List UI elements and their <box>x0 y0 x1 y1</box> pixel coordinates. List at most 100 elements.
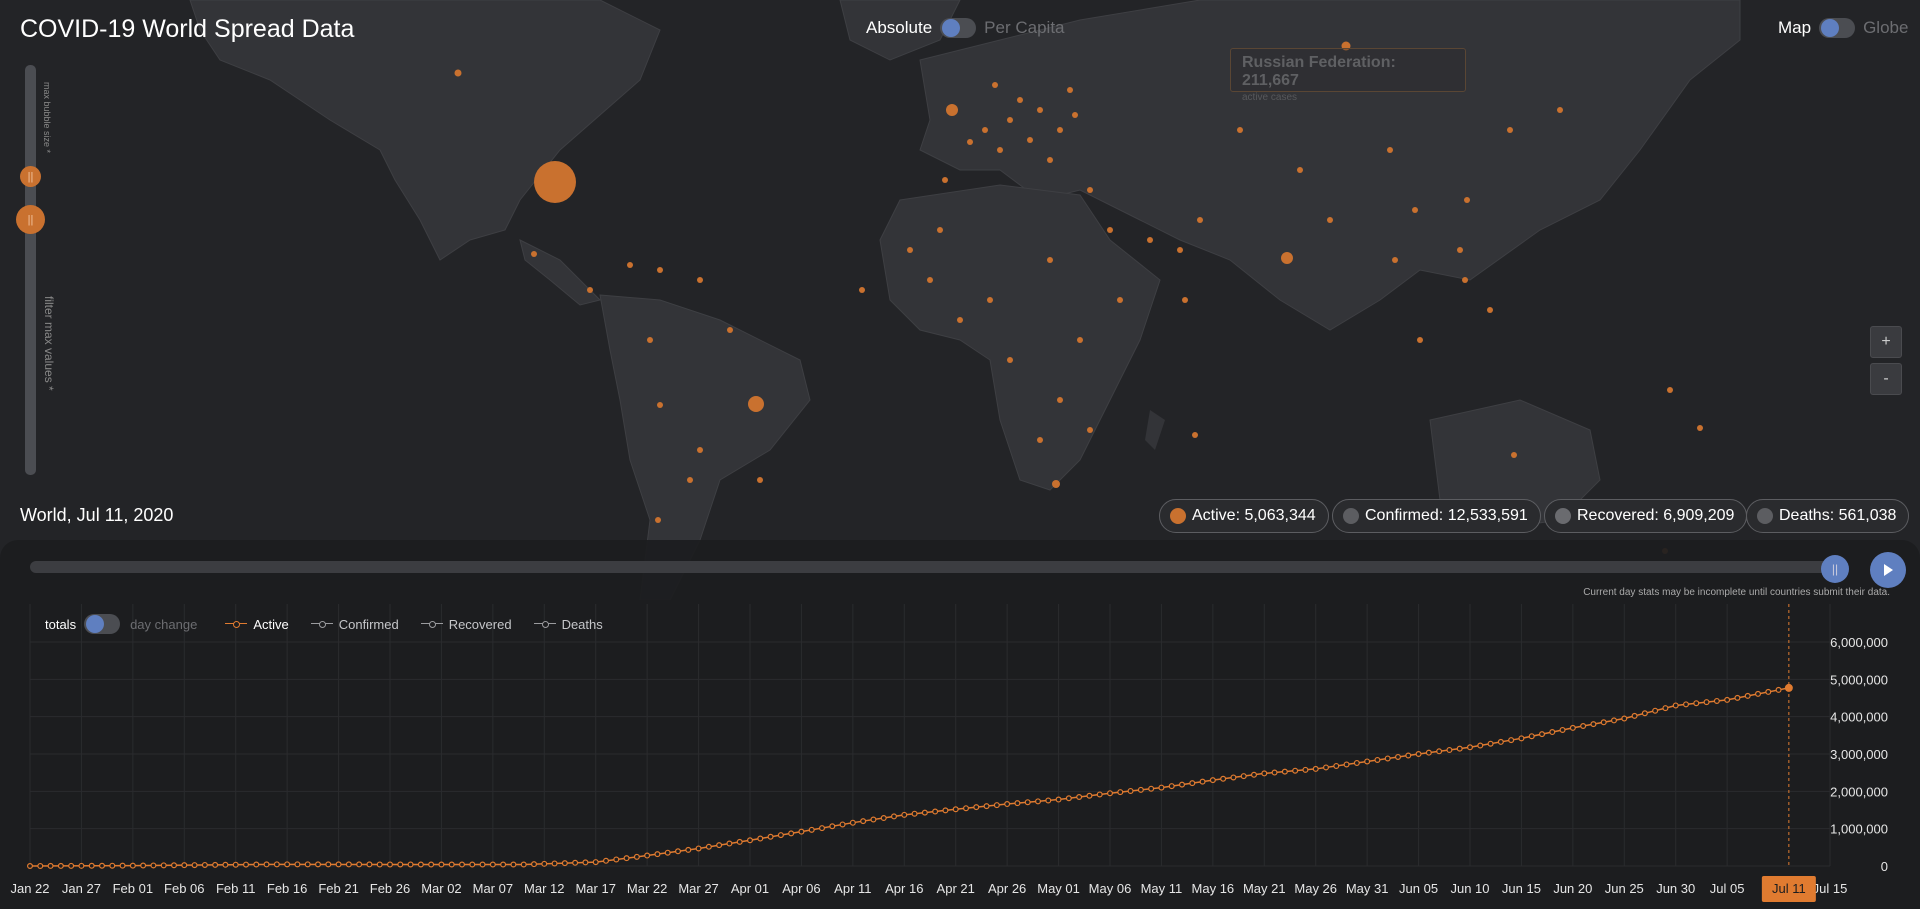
stat-recovered-pill[interactable]: Recovered: 6,909,209 <box>1544 499 1748 533</box>
series-marker-active <box>1713 697 1720 704</box>
series-marker-active <box>304 861 311 868</box>
series-marker-active <box>417 861 424 868</box>
series-marker-active <box>1600 719 1607 726</box>
series-marker-active <box>1487 740 1494 747</box>
play-button[interactable] <box>1870 552 1906 588</box>
x-tick-label: May 06 <box>1089 881 1132 896</box>
stat-deaths-pill[interactable]: Deaths: 561,038 <box>1746 499 1910 533</box>
legend-active[interactable]: Active <box>225 617 289 632</box>
series-marker-active <box>222 861 229 868</box>
page-title: COVID-19 World Spread Data <box>20 15 355 43</box>
series-marker-active <box>356 861 363 868</box>
series-marker-active <box>1096 791 1103 798</box>
series-marker-active <box>1178 781 1185 788</box>
series-marker-active <box>1518 735 1525 742</box>
map-globe-toggle[interactable]: Map Globe <box>1778 18 1908 38</box>
legend-confirmed[interactable]: Confirmed <box>310 616 399 632</box>
series-marker-active <box>1641 710 1648 717</box>
series-marker-active <box>1631 712 1638 719</box>
series-marker-active <box>1168 783 1175 790</box>
x-tick-label: Jun 05 <box>1399 881 1438 896</box>
y-tick-label: 4,000,000 <box>1830 710 1888 725</box>
play-icon <box>1884 564 1893 576</box>
zoom-out-button[interactable]: - <box>1870 363 1902 395</box>
series-marker-active <box>232 861 239 868</box>
series-marker-active <box>1261 770 1268 777</box>
series-marker-active <box>1508 737 1515 744</box>
x-tick-label: Apr 06 <box>782 881 820 896</box>
series-marker-active <box>1528 733 1535 740</box>
series-marker-active <box>376 861 383 868</box>
series-marker-active <box>1734 694 1741 701</box>
series-marker-active <box>808 826 815 833</box>
filter-max-knob[interactable]: || <box>16 205 45 234</box>
series-marker-active <box>1014 800 1021 807</box>
timeline-slider-knob[interactable]: || <box>1821 555 1849 583</box>
y-tick-label: 3,000,000 <box>1830 747 1888 762</box>
absolute-toggle-switch[interactable] <box>940 18 977 38</box>
x-tick-label: Feb 11 <box>216 881 256 896</box>
absolute-per-capita-toggle[interactable]: Absolute Per Capita <box>866 18 1065 38</box>
x-tick-label: Apr 01 <box>731 881 769 896</box>
totals-day-change-toggle[interactable] <box>84 614 121 634</box>
x-tick-label: Jun 10 <box>1450 881 1489 896</box>
series-marker-active <box>757 835 764 842</box>
world-map[interactable] <box>0 0 1920 600</box>
series-marker-active <box>1024 799 1031 806</box>
tooltip-title: Russian Federation: 211,667 <box>1242 54 1396 89</box>
zoom-in-button[interactable]: + <box>1870 326 1902 358</box>
legend-deaths[interactable]: Deaths <box>533 617 603 632</box>
series-marker-active <box>469 861 476 868</box>
stat-confirmed-pill[interactable]: Confirmed: 12,533,591 <box>1332 499 1541 533</box>
series-marker-active <box>1137 786 1144 793</box>
tooltip-subtitle: active cases <box>1242 92 1298 103</box>
chart-legend: totals day change Active Confirmed Recov… <box>45 614 625 634</box>
series-marker-active <box>1436 748 1443 755</box>
legend-confirmed-label: Confirmed <box>338 616 399 632</box>
series-marker-active <box>1610 717 1617 724</box>
series-marker-active <box>1775 686 1782 693</box>
series-marker-active <box>716 842 723 849</box>
series-marker-active <box>438 861 445 868</box>
series-marker-active <box>1415 751 1422 758</box>
series-marker-active <box>1682 701 1689 708</box>
y-tick-label: 2,000,000 <box>1830 784 1888 799</box>
series-marker-active <box>1456 745 1463 752</box>
series-marker-active <box>1425 749 1432 756</box>
map-label: Map <box>1778 18 1812 37</box>
series-marker-active <box>1672 702 1679 709</box>
legend-recovered[interactable]: Recovered <box>420 617 512 632</box>
land-north-america <box>189 0 661 261</box>
series-marker-active <box>1148 785 1155 792</box>
series-marker-active <box>644 852 651 859</box>
x-tick-label: Mar 07 <box>473 881 513 896</box>
x-tick-label: Feb 06 <box>164 881 204 896</box>
series-marker-active <box>448 861 455 868</box>
series-marker-active <box>263 861 270 868</box>
series-marker-active <box>685 846 692 853</box>
left-slider-track[interactable] <box>25 65 36 475</box>
timeline-slider-track[interactable] <box>30 561 1840 573</box>
x-tick-label: May 26 <box>1294 881 1337 896</box>
series-marker-active <box>1446 746 1453 753</box>
series-marker-active <box>1466 744 1473 751</box>
series-marker-active <box>1394 753 1401 760</box>
series-marker-active <box>983 803 990 810</box>
series-marker-active <box>1302 766 1309 773</box>
cases-chart[interactable]: 6,000,000 5,000,000 4,000,000 3,000,000 2,00… <box>0 604 1920 909</box>
stat-active-pill[interactable]: Active: 5,063,344 <box>1159 499 1329 533</box>
series-marker-active <box>664 849 671 856</box>
series-marker-active <box>911 810 918 817</box>
land-greenland <box>839 0 961 61</box>
series-marker-active <box>520 861 527 868</box>
series-marker-active <box>1281 768 1288 775</box>
bubble-size-knob[interactable]: || <box>20 166 41 187</box>
totals-label: totals <box>45 616 77 632</box>
map-toggle-switch[interactable] <box>1819 18 1856 38</box>
series-marker-active <box>150 862 157 869</box>
x-tick-label: May 11 <box>1141 881 1183 896</box>
series-marker-active <box>1292 767 1299 774</box>
series-marker-active <box>366 861 373 868</box>
series-marker-active <box>736 838 743 845</box>
series-marker-active <box>212 861 219 868</box>
